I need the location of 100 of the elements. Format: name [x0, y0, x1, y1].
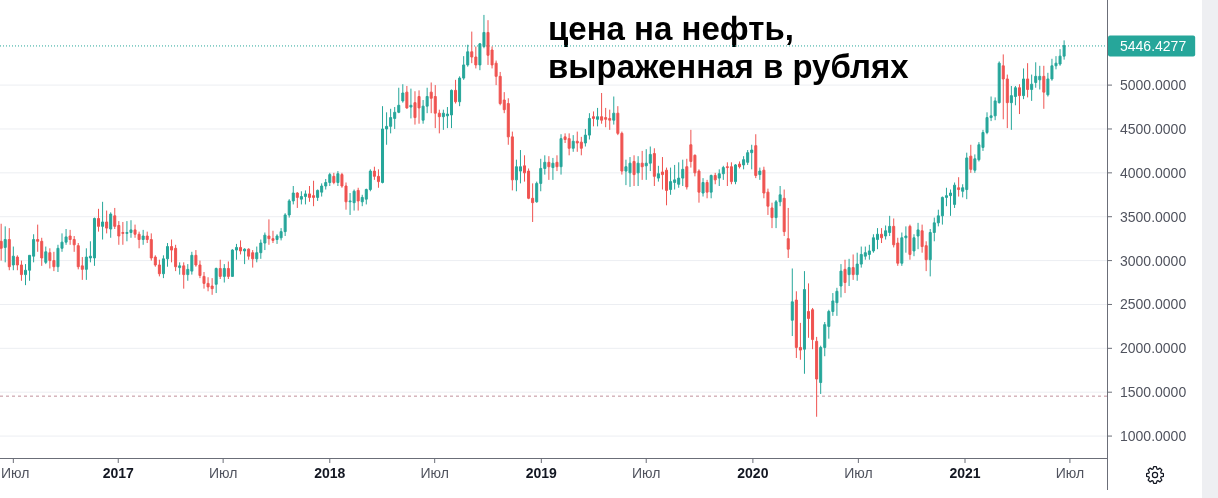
- candlestick: [178, 261, 182, 276]
- candlestick: [591, 110, 595, 127]
- candlestick: [1017, 83, 1021, 115]
- candlestick: [52, 251, 56, 272]
- x-tick-label: Июл: [1055, 465, 1085, 481]
- candlestick: [575, 131, 579, 153]
- candlestick: [1030, 74, 1034, 102]
- x-tick-label: Июл: [420, 465, 449, 481]
- candlestick: [579, 136, 583, 156]
- x-tick-label: 2020: [737, 465, 769, 481]
- candlestick: [7, 227, 11, 271]
- candlestick: [790, 267, 794, 337]
- y-tick-label: 5000.0000: [1120, 77, 1187, 94]
- y-tick-label: 2500.0000: [1120, 296, 1187, 313]
- candlestick: [101, 201, 105, 241]
- candlestick: [222, 263, 226, 284]
- candlestick: [738, 160, 742, 169]
- candlestick: [754, 133, 758, 179]
- candlestick: [405, 85, 409, 110]
- y-tick-label: 3000.0000: [1120, 252, 1187, 269]
- candlestick: [210, 277, 214, 296]
- candlestick: [417, 89, 421, 125]
- candlestick: [596, 107, 600, 127]
- x-tick-label: Июл: [208, 465, 238, 481]
- y-tick-label: 1000.0000: [1120, 428, 1187, 445]
- candlestick: [547, 155, 551, 181]
- candlestick: [681, 159, 685, 187]
- candlestick: [243, 247, 247, 265]
- candlestick: [701, 177, 705, 198]
- candlestick: [729, 161, 733, 185]
- candlestick: [705, 179, 709, 199]
- text: цена на нефть, выраженная в рублях: [548, 10, 910, 85]
- candlestick: [328, 172, 332, 187]
- candlestick: [218, 259, 222, 280]
- candlestick: [182, 261, 186, 290]
- y-tick-label: 1500.0000: [1120, 384, 1187, 401]
- candlestick: [449, 88, 453, 129]
- candlestick: [786, 207, 790, 259]
- candlestick: [312, 180, 316, 207]
- candlestick: [486, 19, 490, 66]
- candlestick: [888, 215, 892, 237]
- candlestick: [669, 167, 673, 196]
- candlestick: [92, 217, 96, 267]
- y-tick-label: 2000.0000: [1120, 340, 1187, 357]
- x-tick-label: 2017: [102, 465, 135, 481]
- candlestick: [880, 227, 884, 244]
- candlestick: [551, 157, 555, 181]
- candlestick: [656, 165, 660, 183]
- candlestick: [733, 163, 737, 185]
- candlestick: [109, 211, 113, 239]
- candlestick: [673, 164, 677, 191]
- candlestick: [1038, 65, 1042, 90]
- candlestick: [571, 134, 575, 153]
- candlestick: [802, 270, 806, 375]
- candlestick: [713, 172, 717, 185]
- candlestick: [847, 258, 851, 287]
- candlestick: [125, 220, 129, 242]
- candlestick: [401, 83, 405, 104]
- candlestick: [608, 109, 612, 131]
- candlestick: [851, 253, 855, 281]
- x-tick-label: 2021: [949, 465, 981, 481]
- y-tick-label: 4500.0000: [1120, 120, 1187, 137]
- candlestick: [214, 267, 218, 294]
- candlestick: [121, 221, 125, 246]
- candlestick: [206, 276, 210, 292]
- candlestick: [3, 225, 7, 263]
- candlestick: [48, 247, 52, 269]
- candlestick: [332, 172, 336, 185]
- candlestick: [875, 227, 879, 250]
- candlestick: [376, 168, 380, 189]
- candlestick: [1042, 65, 1046, 110]
- candlestick: [725, 161, 729, 187]
- candlestick: [782, 189, 786, 237]
- candlestick: [632, 154, 636, 187]
- candlestick: [226, 260, 230, 280]
- candlestick: [441, 109, 445, 131]
- candlestick: [636, 155, 640, 187]
- candlestick: [308, 185, 311, 203]
- candlestick: [559, 133, 563, 176]
- candlestick: [129, 219, 133, 239]
- candlestick: [356, 187, 360, 212]
- candlestick: [758, 167, 762, 181]
- candlestick: [717, 168, 721, 187]
- candlestick: [794, 290, 798, 359]
- candlestick: [957, 176, 961, 198]
- candlestick: [105, 210, 109, 234]
- candlestick: [908, 224, 912, 261]
- candlestick: [1026, 62, 1030, 98]
- candlestick: [141, 229, 145, 246]
- candlestick: [0, 223, 3, 262]
- candlestick: [843, 259, 847, 294]
- candlestick: [11, 246, 15, 271]
- candlestick: [965, 152, 969, 200]
- x-tick-label: 2019: [525, 465, 558, 481]
- candlestick: [239, 239, 243, 255]
- candlestick: [815, 336, 819, 418]
- candlestick: [413, 90, 417, 126]
- candlestick: [230, 248, 234, 277]
- candlestick: [640, 150, 644, 181]
- candlestick: [409, 88, 413, 119]
